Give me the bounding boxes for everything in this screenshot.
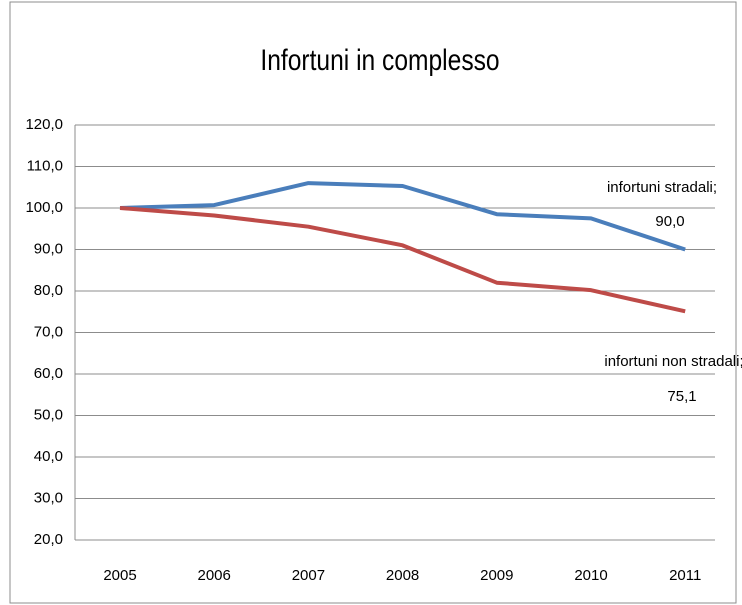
series-line	[119, 206, 686, 314]
y-tick-label: 60,0	[34, 365, 63, 382]
y-tick-label: 20,0	[34, 531, 63, 548]
y-tick-label: 110,0	[27, 157, 63, 174]
x-tick-label: 2006	[198, 567, 231, 584]
data-label: 75,1	[667, 388, 696, 405]
y-tick-label: 100,0	[25, 199, 63, 216]
y-tick-label: 80,0	[34, 282, 63, 299]
y-tick-label: 30,0	[34, 489, 63, 506]
data-label: 90,0	[655, 213, 684, 230]
y-tick-label: 50,0	[34, 406, 63, 423]
series-name-label: infortuni stradali;	[607, 179, 717, 196]
series-line	[119, 181, 686, 252]
x-tick-label: 2005	[103, 567, 136, 584]
x-tick-label: 2008	[386, 567, 419, 584]
x-tick-label: 2007	[292, 567, 325, 584]
x-tick-label: 2009	[480, 567, 513, 584]
y-tick-label: 120,0	[25, 116, 63, 133]
chart-border	[9, 1, 737, 604]
x-tick-label: 2010	[574, 567, 607, 584]
series-name-label: infortuni non stradali;	[604, 353, 742, 370]
x-tick-label: 2011	[669, 567, 701, 584]
y-tick-label: 40,0	[34, 448, 63, 465]
y-tick-label: 90,0	[34, 240, 63, 257]
chart-title: Infortuni in complesso	[260, 43, 499, 77]
y-tick-label: 70,0	[34, 323, 63, 340]
